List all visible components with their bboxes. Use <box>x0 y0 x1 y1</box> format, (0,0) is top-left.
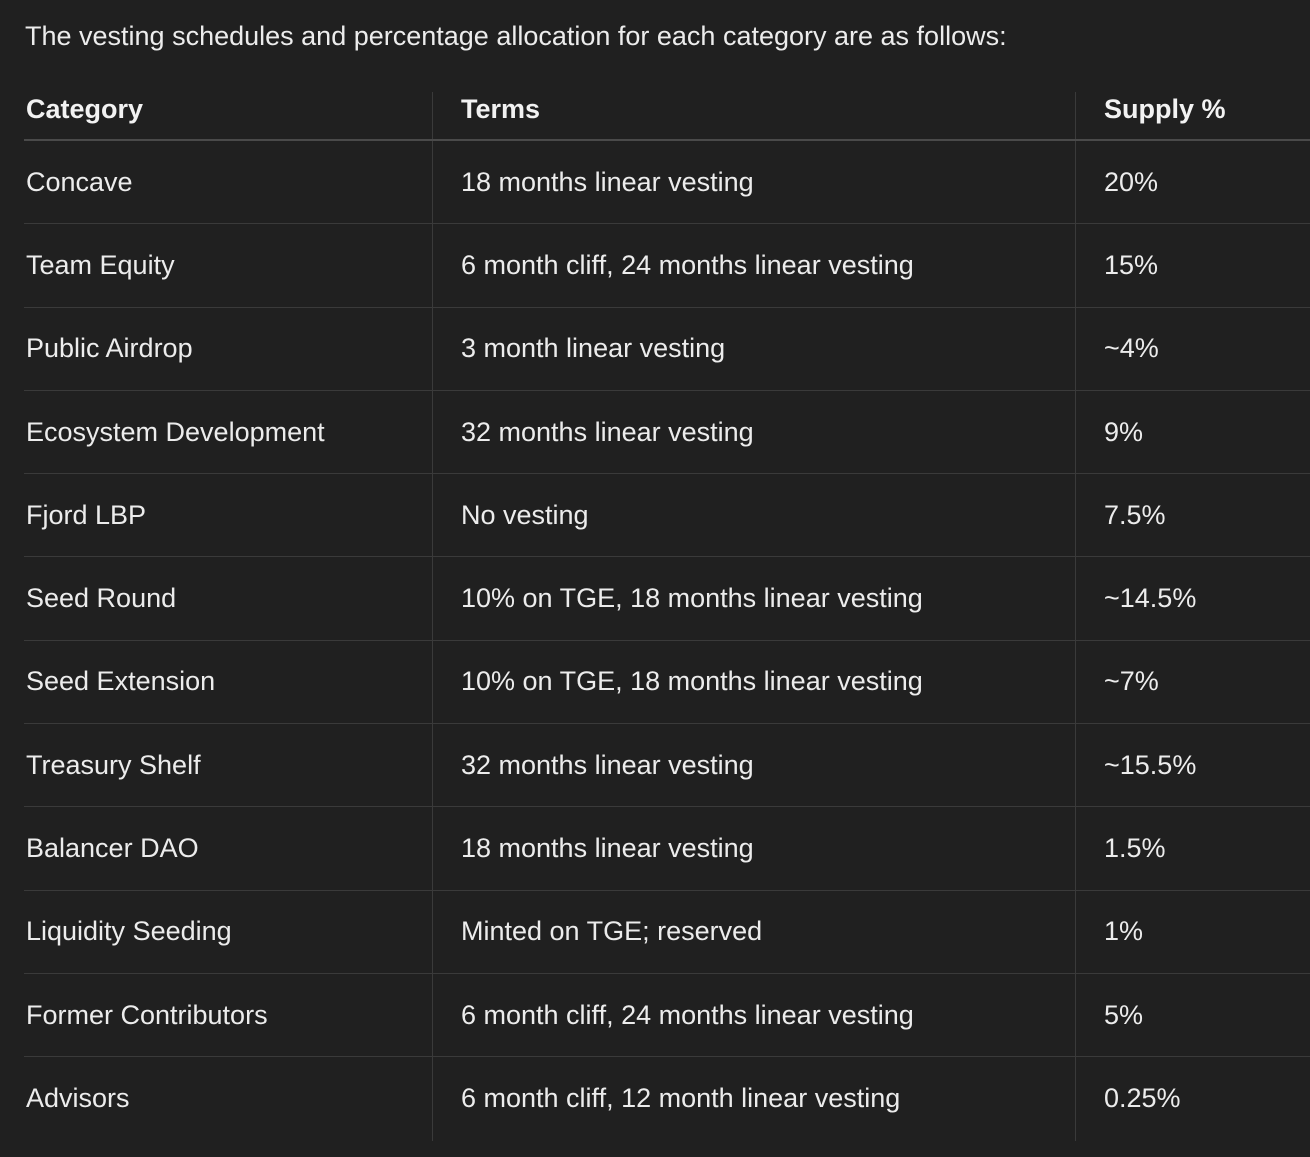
cell-terms: 10% on TGE, 18 months linear vesting <box>433 557 1076 640</box>
table-body: Concave 18 months linear vesting 20% Team E… <box>24 141 1310 1141</box>
cell-category: Team Equity <box>24 224 433 307</box>
cell-terms: 6 month cliff, 12 month linear vesting <box>433 1057 1076 1141</box>
header-category: Category <box>24 92 433 139</box>
vesting-table: Category Terms Supply % Concave 18 months… <box>24 92 1310 1141</box>
cell-category: Advisors <box>24 1057 433 1141</box>
cell-supply: 0.25% <box>1104 1083 1181 1114</box>
cell-supply: 5% <box>1104 999 1144 1030</box>
cell-category: Concave <box>24 141 433 224</box>
cell-supply: ~4% <box>1104 333 1159 364</box>
cell-terms: 32 months linear vesting <box>433 724 1076 807</box>
cell-supply: ~14.5% <box>1104 583 1197 614</box>
cell-supply: 9% <box>1104 416 1144 447</box>
table-row: Treasury Shelf 32 months linear vesting ~1… <box>24 724 1310 808</box>
cell-category: Balancer DAO <box>24 807 433 890</box>
table-row: Concave 18 months linear vesting 20% <box>24 141 1310 225</box>
cell-supply: 15% <box>1104 249 1159 280</box>
table-row: Balancer DAO 18 months linear vesting 1.5% <box>24 807 1310 891</box>
table-row: Team Equity 6 month cliff, 24 months line… <box>24 224 1310 308</box>
cell-supply: 7.5% <box>1104 499 1166 530</box>
header-terms: Terms <box>433 92 1076 139</box>
cell-terms: Minted on TGE; reserved <box>433 890 1076 973</box>
cell-supply: 20% <box>1104 166 1159 197</box>
table-row: Fjord LBP No vesting 7.5% <box>24 474 1310 558</box>
table-row: Seed Extension 10% on TGE, 18 months line… <box>24 640 1310 725</box>
header-supply: Supply % <box>1104 94 1226 124</box>
table-row: Liquidity Seeding Minted on TGE; reserved… <box>24 890 1310 974</box>
cell-category: Treasury Shelf <box>24 724 433 807</box>
cell-terms: 6 month cliff, 24 months linear vesting <box>433 224 1076 307</box>
intro-paragraph: The vesting schedules and percentage all… <box>25 21 1007 51</box>
cell-terms: No vesting <box>433 474 1076 557</box>
cell-supply: 1.5% <box>1104 833 1166 864</box>
cell-category: Public Airdrop <box>24 307 433 390</box>
cell-terms: 3 month linear vesting <box>433 307 1076 390</box>
cell-category: Seed Round <box>24 557 433 640</box>
cell-supply: ~7% <box>1104 666 1159 697</box>
cell-category: Seed Extension <box>24 640 433 724</box>
cell-supply: 1% <box>1104 916 1144 947</box>
cell-category: Ecosystem Development <box>24 390 433 474</box>
table-row: Advisors 6 month cliff, 12 month linear v… <box>24 1057 1310 1141</box>
cell-terms: 6 month cliff, 24 months linear vesting <box>433 973 1076 1057</box>
cell-category: Former Contributors <box>24 973 433 1057</box>
cell-category: Fjord LBP <box>24 474 433 557</box>
table-row: Ecosystem Development 32 months linear ve… <box>24 390 1310 475</box>
cell-category: Liquidity Seeding <box>24 890 433 973</box>
table-row: Public Airdrop 3 month linear vesting ~4% <box>24 307 1310 391</box>
cell-supply: ~15.5% <box>1104 749 1197 780</box>
cell-terms: 32 months linear vesting <box>433 390 1076 474</box>
table-row: Seed Round 10% on TGE, 18 months linear v… <box>24 557 1310 641</box>
cell-terms: 18 months linear vesting <box>433 141 1076 224</box>
cell-terms: 18 months linear vesting <box>433 807 1076 890</box>
table-header-row: Category Terms Supply % <box>24 92 1310 141</box>
table-row: Former Contributors 6 month cliff, 24 mon… <box>24 973 1310 1058</box>
cell-terms: 10% on TGE, 18 months linear vesting <box>433 640 1076 724</box>
